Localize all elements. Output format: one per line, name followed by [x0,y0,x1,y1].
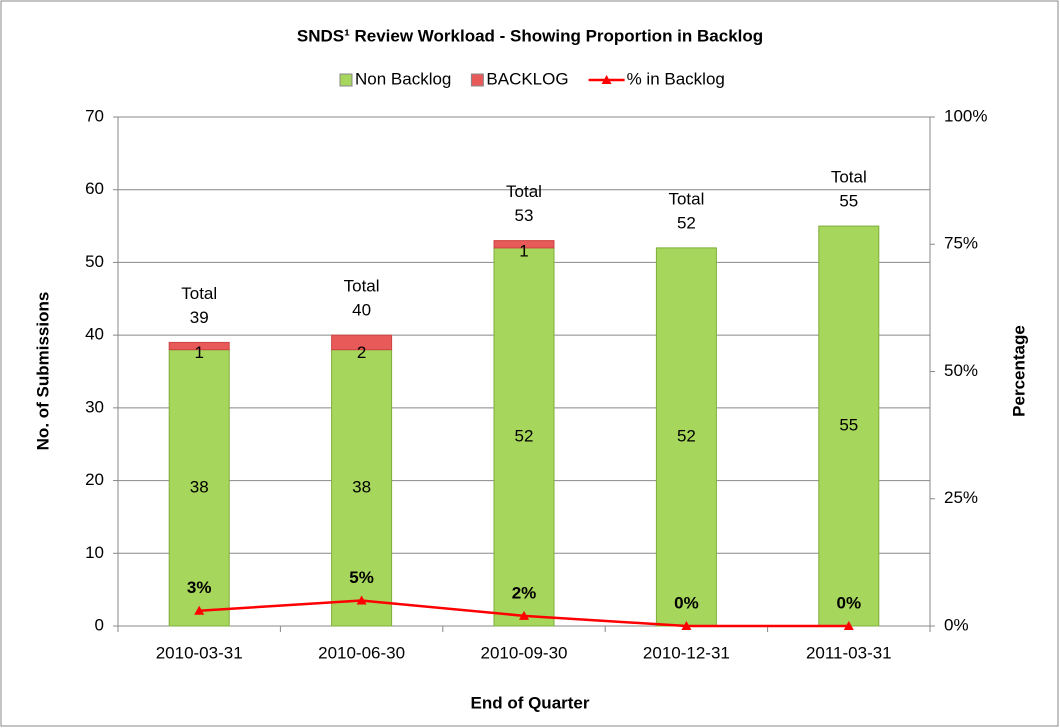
y-tick-label: 30 [85,397,104,416]
x-tick-label: 2011-03-31 [806,643,892,662]
bar-segment [493,247,555,627]
data-label: 38 [190,477,209,496]
x-tick-label: 2010-09-30 [481,643,568,662]
data-label: 38 [352,477,371,496]
legend-swatch [470,73,484,87]
data-label: 0% [674,593,699,612]
data-label: 52 [677,426,696,445]
y-tick-label: 70 [85,106,104,125]
y2-tick-label: 50% [944,361,978,380]
bar-segment [493,240,555,249]
legend-swatch [339,73,353,87]
data-label: 1 [194,343,203,362]
y-axis-title: No. of Submissions [33,292,52,451]
bar-segment [331,334,393,351]
total-caption: Total [344,277,380,296]
legend-swatch [601,75,612,84]
data-label: 3% [187,578,212,597]
y-tick-label: 50 [85,252,104,271]
data-label: 2% [512,583,537,602]
x-axis-title: End of Quarter [470,693,589,712]
line-marker [356,595,367,605]
bar-segment [655,247,717,627]
y2-axis-title: Percentage [1009,325,1028,417]
total-label: 55 [839,192,858,211]
total-caption: Total [506,182,542,201]
y2-tick-label: 75% [944,234,978,253]
total-label: 53 [515,206,534,225]
line-marker [194,605,205,615]
total-caption: Total [831,168,867,187]
total-caption: Total [181,284,217,303]
bar-segment [168,341,230,351]
data-label: 5% [349,568,374,587]
legend-label: Non Backlog [355,69,451,88]
x-tick-label: 2010-03-31 [156,643,243,662]
total-caption: Total [668,189,704,208]
data-label: 0% [837,593,862,612]
legend-label: BACKLOG [486,69,568,88]
data-label: 52 [515,426,534,445]
y-tick-label: 40 [85,325,104,344]
y-tick-label: 60 [85,179,104,198]
bar-segment [168,349,230,627]
y-tick-label: 20 [85,470,104,489]
chart-title: SNDS¹ Review Workload - Showing Proporti… [297,26,763,45]
y2-tick-label: 0% [944,615,969,634]
legend-label: % in Backlog [627,69,725,88]
x-tick-label: 2010-12-31 [643,643,730,662]
bar-segment [331,349,393,627]
bar-segment [818,225,880,627]
y2-tick-label: 25% [944,488,978,507]
y-tick-label: 0 [95,615,104,634]
line-marker [681,621,692,630]
total-label: 39 [190,308,209,327]
x-tick-label: 2010-06-30 [318,643,405,662]
line-marker [519,610,529,620]
total-label: 40 [352,301,371,320]
data-label: 1 [519,241,528,260]
data-label: 55 [839,416,858,435]
data-label: 2 [357,343,366,362]
y-tick-label: 10 [85,543,104,562]
total-label: 52 [677,213,696,232]
y2-tick-label: 100% [944,106,987,125]
line-marker [843,621,854,630]
